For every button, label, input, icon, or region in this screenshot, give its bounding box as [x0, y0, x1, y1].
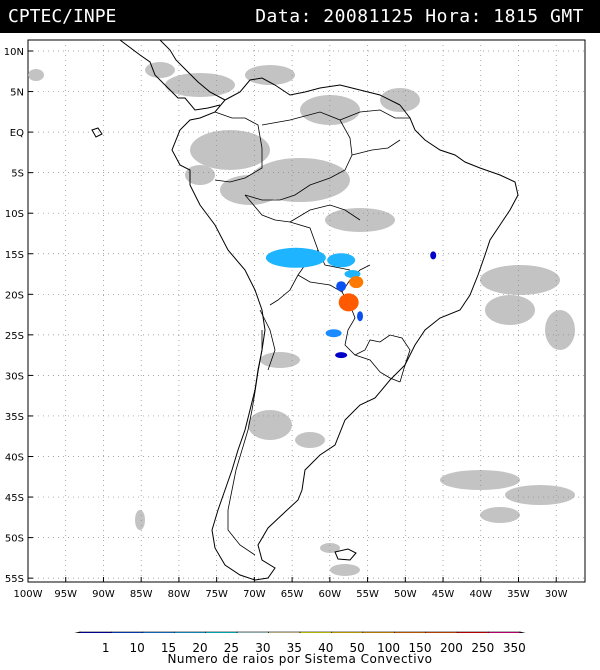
colorbar	[74, 631, 526, 633]
south-america-outline	[171, 99, 519, 581]
colorbar-segment	[205, 631, 238, 633]
colorbar-segment	[173, 631, 207, 633]
cloud-cover	[28, 62, 575, 576]
colorbar-tick-label: 100	[377, 641, 401, 655]
colorbar-segment	[488, 631, 521, 633]
lon-label: 75W	[205, 589, 228, 600]
colorbar-segment	[393, 631, 427, 633]
source-label: CPTEC/INPE	[8, 6, 117, 27]
lat-label: 30S	[5, 371, 24, 382]
colorbar-tick-label: 10	[129, 641, 145, 655]
lat-label: 25S	[5, 331, 24, 342]
colorbar-tick-label: 30	[255, 641, 271, 655]
lon-label: 40W	[469, 589, 492, 600]
colorbar-left-arrow	[74, 631, 81, 633]
lat-label: EQ	[10, 128, 24, 139]
convective-system	[336, 281, 347, 292]
colorbar-segment	[111, 631, 144, 633]
lon-label: 60W	[319, 589, 342, 600]
lon-label: 80W	[168, 589, 191, 600]
colorbar-tick-label: 350	[502, 641, 526, 655]
lat-label: 5N	[10, 88, 24, 99]
map-header: CPTEC/INPE Data: 20081125 Hora: 1815 GMT	[0, 0, 600, 33]
colorbar-tick-label: 150	[408, 641, 432, 655]
colorbar-tick-label: 1	[101, 641, 110, 655]
lat-label: 15S	[5, 250, 24, 261]
colorbar-segment	[299, 631, 332, 633]
convective-system	[325, 329, 342, 338]
convective-system	[327, 253, 356, 268]
colorbar-tick-label: 20	[192, 641, 208, 655]
colorbar-tick-label: 15	[160, 641, 177, 655]
lon-label: 70W	[243, 589, 266, 600]
convective-systems	[265, 247, 437, 359]
lon-label: 100W	[14, 589, 43, 600]
colorbar-title: Numero de raios por Sistema Convectivo	[167, 652, 433, 666]
lat-label: 45S	[5, 493, 24, 504]
lon-label: 95W	[54, 589, 77, 600]
galapagos-outline	[91, 127, 103, 138]
latitude-labels: 10N 5N EQ 5S 10S 15S 20S 25S 30S 35S 40S 45S 50S 55S	[4, 47, 33, 585]
lat-label: 50S	[5, 534, 24, 545]
colorbar-segment	[456, 631, 489, 633]
colorbar-segment	[268, 631, 301, 633]
lon-label: 85W	[130, 589, 153, 600]
colorbar-tick-label: 25	[223, 641, 240, 655]
convective-system	[344, 270, 361, 279]
colorbar-tick-label: 35	[286, 641, 302, 655]
lon-label: 45W	[432, 589, 455, 600]
colorbar-segment	[425, 631, 458, 633]
colorbar-right-arrow	[519, 631, 526, 633]
lon-label: 35W	[507, 589, 530, 600]
lon-label: 65W	[281, 589, 304, 600]
lat-label: 55S	[5, 574, 24, 585]
colorbar-tick-label: 200	[439, 641, 463, 655]
colorbar-segment	[331, 631, 364, 633]
lat-label: 10S	[5, 209, 24, 220]
colorbar-segment	[142, 631, 175, 633]
convective-system	[349, 276, 364, 289]
lat-label: 40S	[5, 453, 24, 464]
colorbar-segment	[362, 631, 395, 633]
caribbean-coast	[224, 77, 401, 106]
lat-label: 20S	[5, 290, 24, 301]
datetime-label: Data: 20081125 Hora: 1815 GMT	[255, 6, 584, 27]
colorbar-segment	[79, 631, 112, 633]
grid-lines	[28, 40, 585, 582]
lon-label: 50W	[394, 589, 417, 600]
lon-label: 90W	[92, 589, 115, 600]
colorbar-segment	[236, 631, 269, 633]
longitude-labels: 100W 95W 90W 85W 80W 75W 70W 65W 60W 55W 50W 45W 40W…	[14, 577, 568, 600]
convective-system	[338, 293, 359, 312]
central-america-outline	[119, 39, 221, 111]
lightning-map: 10N5NEQ5S10S15S20S25S30S35S40S45S50S55S …	[4, 39, 586, 633]
falklands-outline	[334, 548, 357, 561]
lat-label: 35S	[5, 412, 24, 423]
lat-label: 5S	[11, 169, 24, 180]
lon-label: 55W	[356, 589, 379, 600]
coastlines	[91, 39, 519, 581]
convective-system	[265, 247, 326, 268]
central-america-east	[159, 39, 226, 101]
colorbar-tick-label: 250	[471, 641, 495, 655]
convective-system	[335, 352, 348, 359]
lon-label: 30W	[545, 589, 568, 600]
lat-label: 10N	[4, 47, 24, 58]
colorbar-tick-label: 50	[349, 641, 365, 655]
convective-system	[357, 311, 364, 322]
convective-system	[430, 251, 437, 260]
colorbar-tick-label: 40	[318, 641, 334, 655]
